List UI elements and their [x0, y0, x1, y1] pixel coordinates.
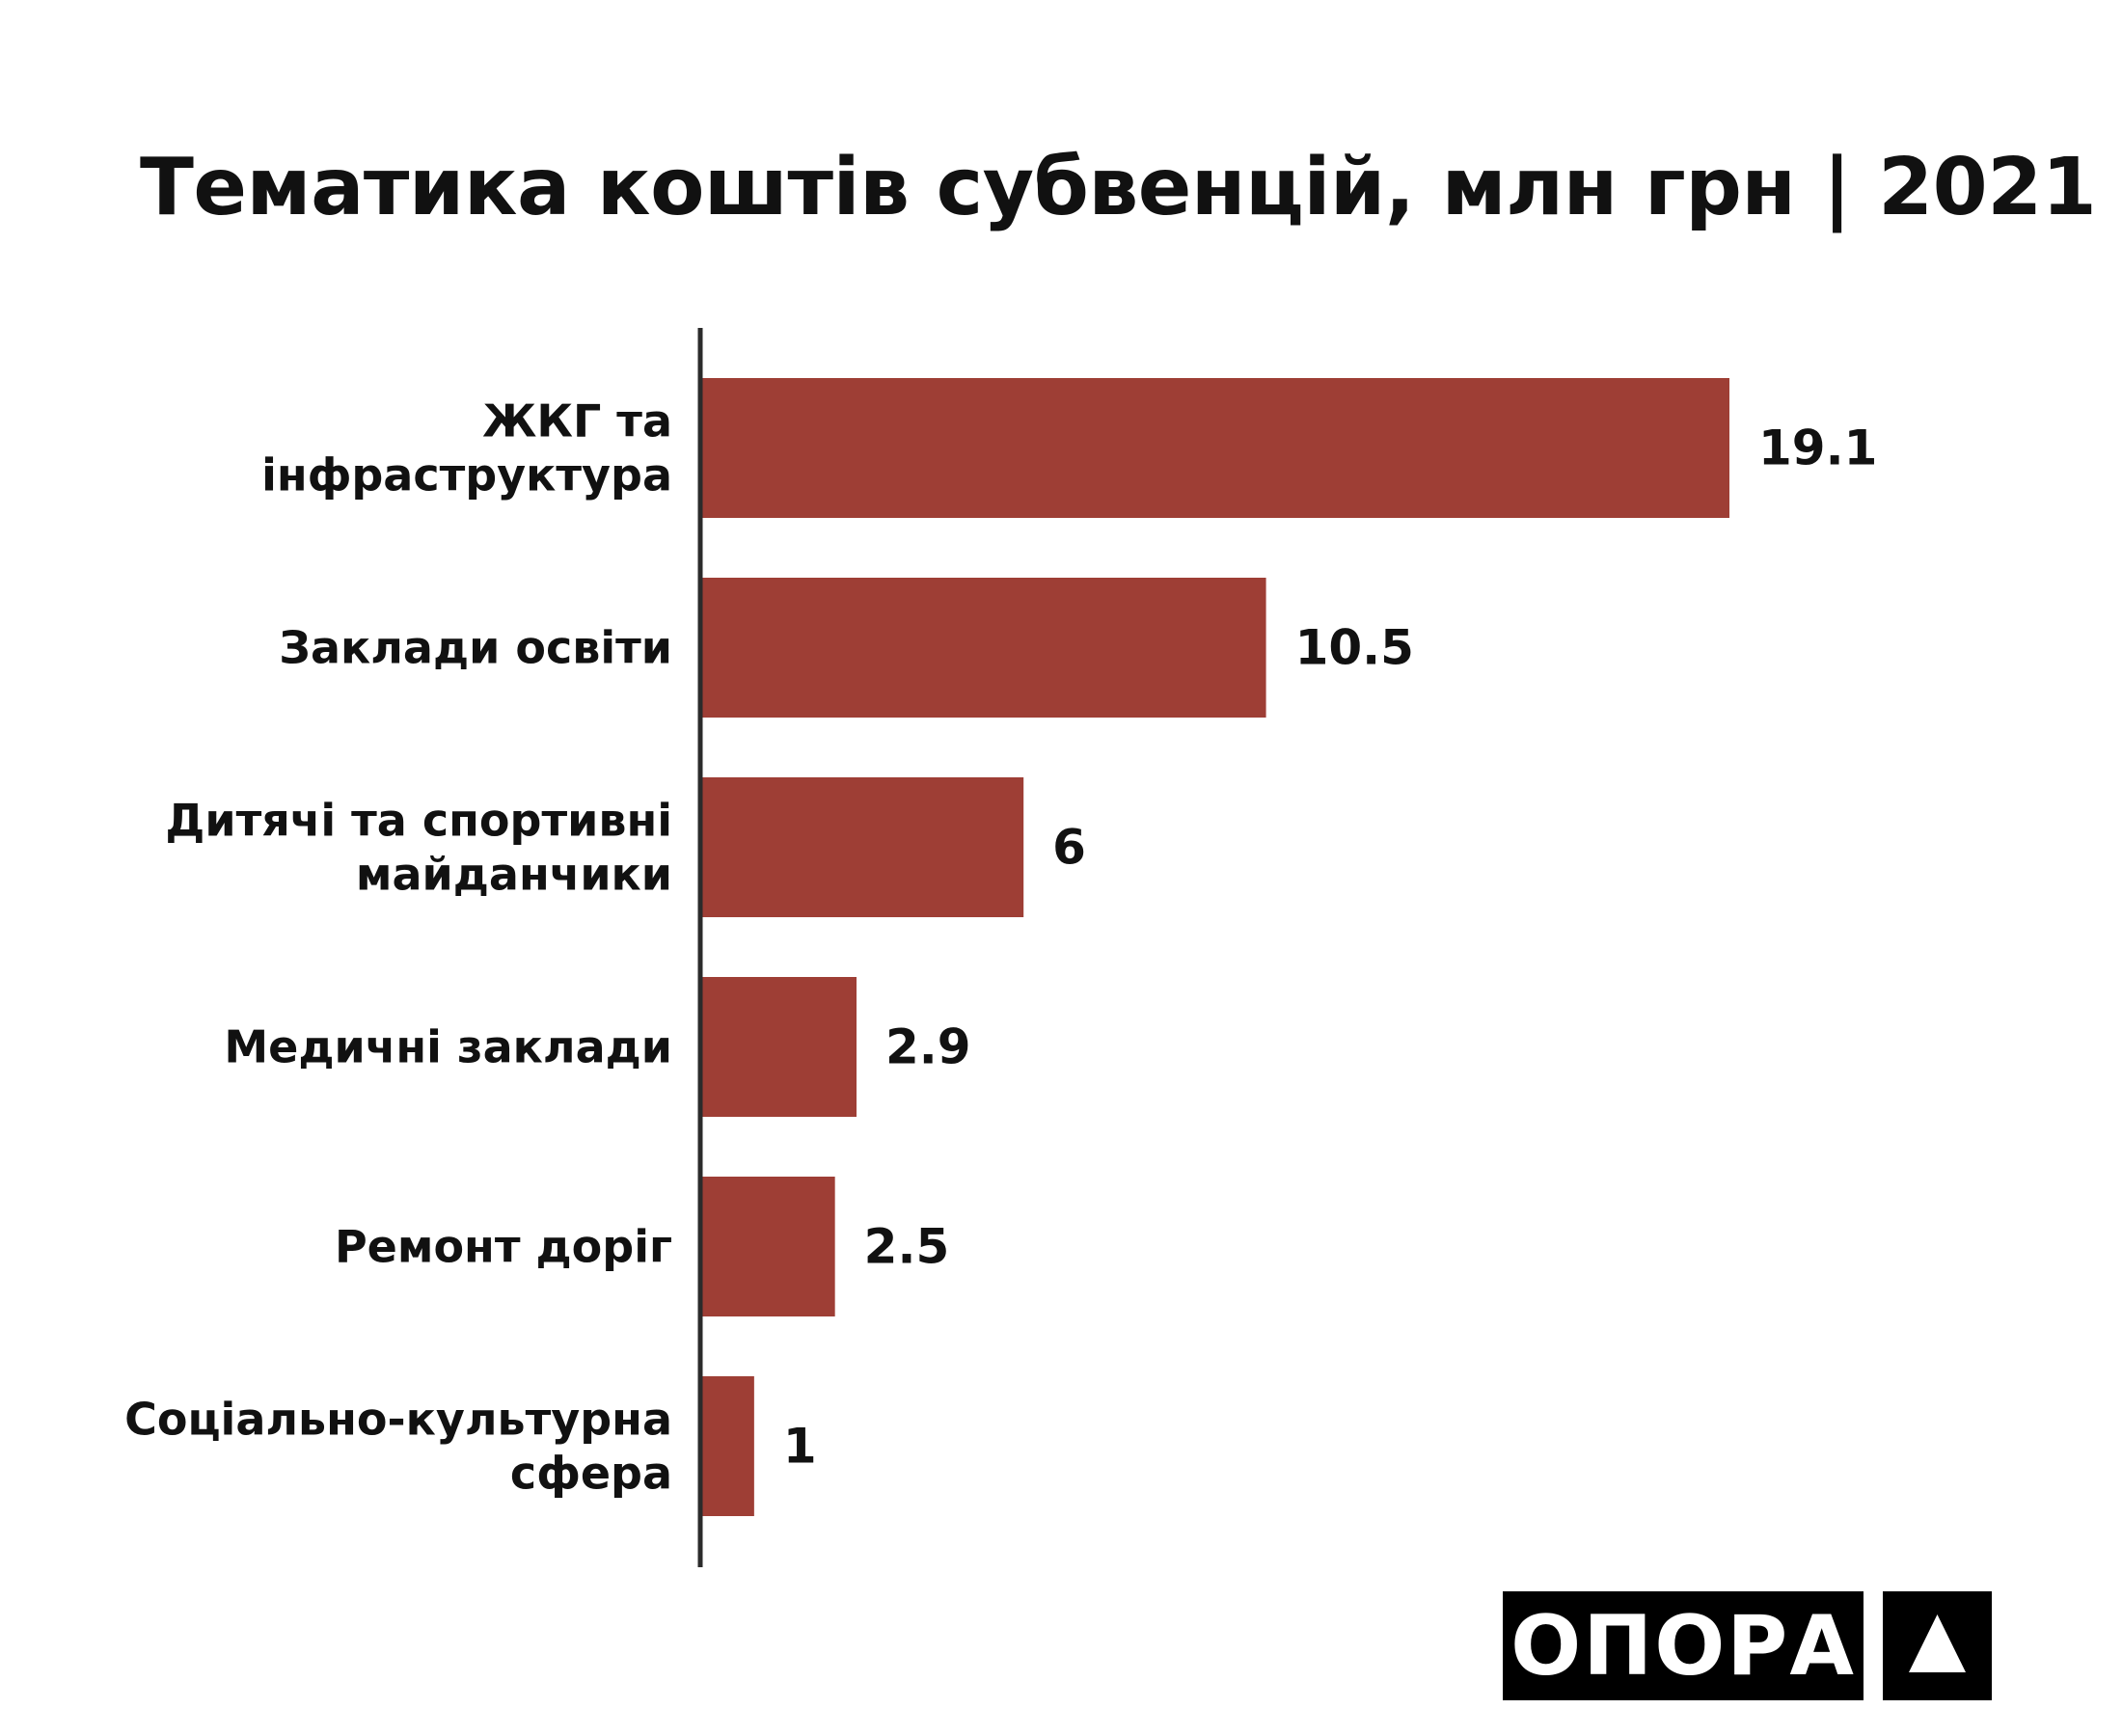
value-label-5: 1 [783, 1419, 817, 1475]
category-label-line: Соціально-культурна [124, 1394, 672, 1446]
category-label-line: ЖКГ та [482, 395, 672, 448]
opora-logo: ОПОРА [1503, 1591, 1992, 1700]
bar-4 [700, 1177, 835, 1316]
bar-0 [700, 378, 1729, 518]
bar-2 [700, 777, 1024, 917]
bar-3 [700, 977, 857, 1117]
logo-wordmark: ОПОРА [1503, 1591, 1864, 1700]
category-label-1: Заклади освіти [279, 622, 672, 674]
value-label-3: 2.9 [885, 1019, 971, 1075]
category-label-line: Медичні заклади [224, 1021, 672, 1073]
value-label-1: 10.5 [1295, 620, 1414, 676]
triangle-icon [1883, 1591, 1992, 1700]
bars-layer: 19.1 ЖКГ та інфраструктура 10.5 Заклади осві… [124, 378, 1877, 1516]
bar-1 [700, 578, 1266, 718]
category-label-0: ЖКГ та інфраструктура [261, 395, 672, 502]
category-label-line: майданчики [356, 849, 672, 901]
category-label-line: сфера [510, 1448, 672, 1500]
category-label-3: Медичні заклади [224, 1021, 672, 1073]
triangle-icon-shape [1909, 1614, 1966, 1672]
category-label-5: Соціально-культурна сфера [124, 1394, 672, 1500]
category-label-2: Дитячі та спортивні майданчики [165, 795, 672, 901]
bar-5 [700, 1376, 754, 1516]
value-label-0: 19.1 [1758, 420, 1877, 476]
value-label-4: 2.5 [864, 1219, 950, 1275]
category-label-line: Дитячі та спортивні [165, 795, 672, 847]
chart-title: Тематика коштів субвенцій, млн грн | 202… [140, 142, 2097, 233]
category-label-4: Ремонт доріг [335, 1221, 672, 1273]
value-label-2: 6 [1052, 820, 1086, 876]
category-label-line: Заклади освіти [279, 622, 672, 674]
category-label-line: Ремонт доріг [335, 1221, 672, 1273]
category-label-line: інфраструктура [261, 449, 672, 502]
